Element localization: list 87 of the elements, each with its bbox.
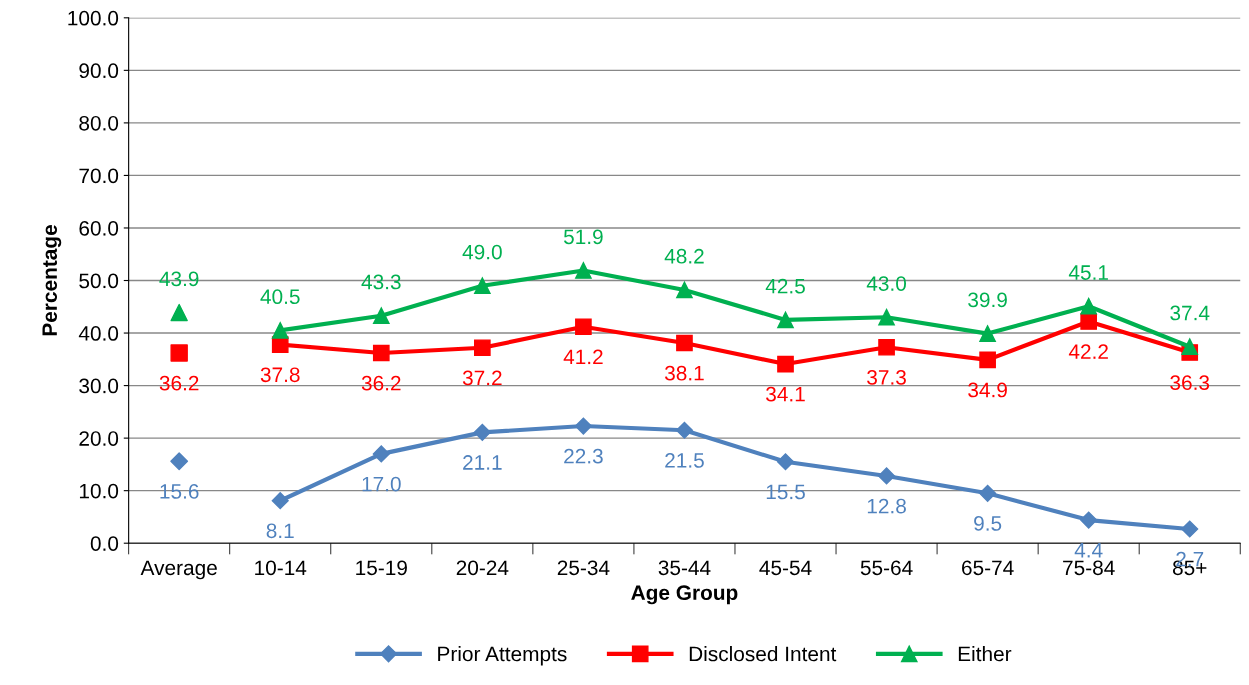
point bbox=[675, 421, 694, 439]
data-label: 39.9 bbox=[968, 292, 1007, 308]
x-tick-label: 55-64 bbox=[860, 560, 913, 576]
x-tick-label: 35-44 bbox=[658, 560, 711, 576]
data-label: 36.3 bbox=[1170, 375, 1210, 391]
point bbox=[575, 318, 592, 336]
point bbox=[676, 281, 693, 299]
data-label: 22.3 bbox=[564, 448, 603, 464]
data-label: 43.3 bbox=[361, 274, 401, 290]
y-tick-label: 90.0 bbox=[79, 63, 119, 79]
legend-label: Either bbox=[958, 646, 1012, 662]
point bbox=[574, 417, 592, 435]
data-label: 36.2 bbox=[361, 375, 401, 391]
data-label: 40.5 bbox=[260, 289, 300, 305]
data-label: 34.9 bbox=[968, 382, 1007, 398]
data-label: 37.3 bbox=[867, 370, 906, 385]
y-tick-label: 50.0 bbox=[79, 273, 119, 289]
data-label: 8.1 bbox=[266, 523, 294, 539]
point bbox=[878, 308, 895, 326]
point bbox=[776, 453, 795, 471]
legend-label: Disclosed Intent bbox=[689, 646, 837, 662]
x-tick-label: 10-14 bbox=[255, 560, 307, 576]
point bbox=[1080, 511, 1098, 529]
data-label: 41.2 bbox=[563, 349, 603, 365]
point bbox=[777, 311, 794, 329]
data-label: 12.8 bbox=[867, 498, 906, 514]
y-tick-label: 20.0 bbox=[79, 431, 119, 446]
data-label: 49.0 bbox=[462, 244, 502, 260]
data-label: 36.2 bbox=[159, 375, 199, 391]
legend-label: Prior Attempts bbox=[438, 646, 567, 666]
point bbox=[979, 351, 996, 369]
data-label: 37.8 bbox=[260, 367, 300, 383]
data-label: 42.5 bbox=[765, 278, 805, 294]
point bbox=[271, 492, 289, 510]
point bbox=[1181, 520, 1199, 538]
x-tick-label: 15-19 bbox=[356, 560, 407, 576]
x-tick-label: Average bbox=[140, 560, 217, 580]
data-label: 42.2 bbox=[1068, 344, 1108, 359]
point bbox=[473, 423, 491, 441]
data-label: 48.2 bbox=[664, 248, 704, 264]
y-tick-label: 10.0 bbox=[79, 483, 119, 499]
data-label: 51.9 bbox=[563, 229, 603, 245]
x-tick-label: 45-54 bbox=[759, 560, 812, 576]
point bbox=[979, 484, 997, 502]
point bbox=[170, 303, 188, 322]
y-tick-label: 0.0 bbox=[90, 536, 119, 551]
point bbox=[1080, 313, 1098, 330]
point bbox=[372, 344, 390, 362]
data-label: 9.5 bbox=[974, 516, 1002, 531]
y-axis-title: Percentage bbox=[42, 225, 62, 336]
point bbox=[372, 307, 390, 325]
y-tick-label: 40.0 bbox=[78, 326, 119, 341]
x-tick-label: 75-84 bbox=[1063, 560, 1115, 576]
point bbox=[474, 277, 491, 295]
point bbox=[878, 338, 895, 356]
data-label: 21.1 bbox=[463, 455, 502, 470]
data-label: 37.4 bbox=[1170, 305, 1210, 321]
y-tick-label: 30.0 bbox=[79, 378, 119, 394]
point bbox=[676, 334, 693, 352]
point bbox=[575, 262, 592, 279]
point bbox=[372, 445, 390, 463]
data-label: 4.4 bbox=[1074, 543, 1103, 558]
point bbox=[1080, 297, 1098, 315]
point bbox=[170, 344, 188, 362]
y-tick-label: 70.0 bbox=[79, 168, 119, 184]
data-label: 34.1 bbox=[766, 386, 805, 402]
x-tick-label: 65-74 bbox=[962, 560, 1014, 576]
x-axis-title: Age Group bbox=[631, 585, 738, 605]
y-tick-label: 60.0 bbox=[79, 220, 119, 236]
data-label: 43.9 bbox=[159, 271, 199, 287]
point bbox=[878, 467, 896, 485]
data-label: 17.0 bbox=[362, 476, 401, 492]
x-tick-label: 20-24 bbox=[456, 560, 509, 576]
data-label: 21.5 bbox=[665, 453, 704, 468]
point bbox=[979, 325, 996, 342]
data-label: 37.2 bbox=[462, 370, 502, 386]
y-tick-label: 100.0 bbox=[68, 10, 119, 26]
point bbox=[1181, 338, 1199, 356]
point bbox=[474, 339, 491, 357]
data-label: 45.1 bbox=[1068, 265, 1108, 280]
y-tick-label: 80.0 bbox=[79, 115, 119, 131]
data-label: 38.1 bbox=[664, 365, 704, 381]
x-tick-label: 25-34 bbox=[557, 560, 610, 576]
point bbox=[170, 452, 189, 471]
data-label: 43.0 bbox=[866, 276, 907, 291]
point bbox=[271, 322, 289, 339]
point bbox=[777, 355, 794, 373]
